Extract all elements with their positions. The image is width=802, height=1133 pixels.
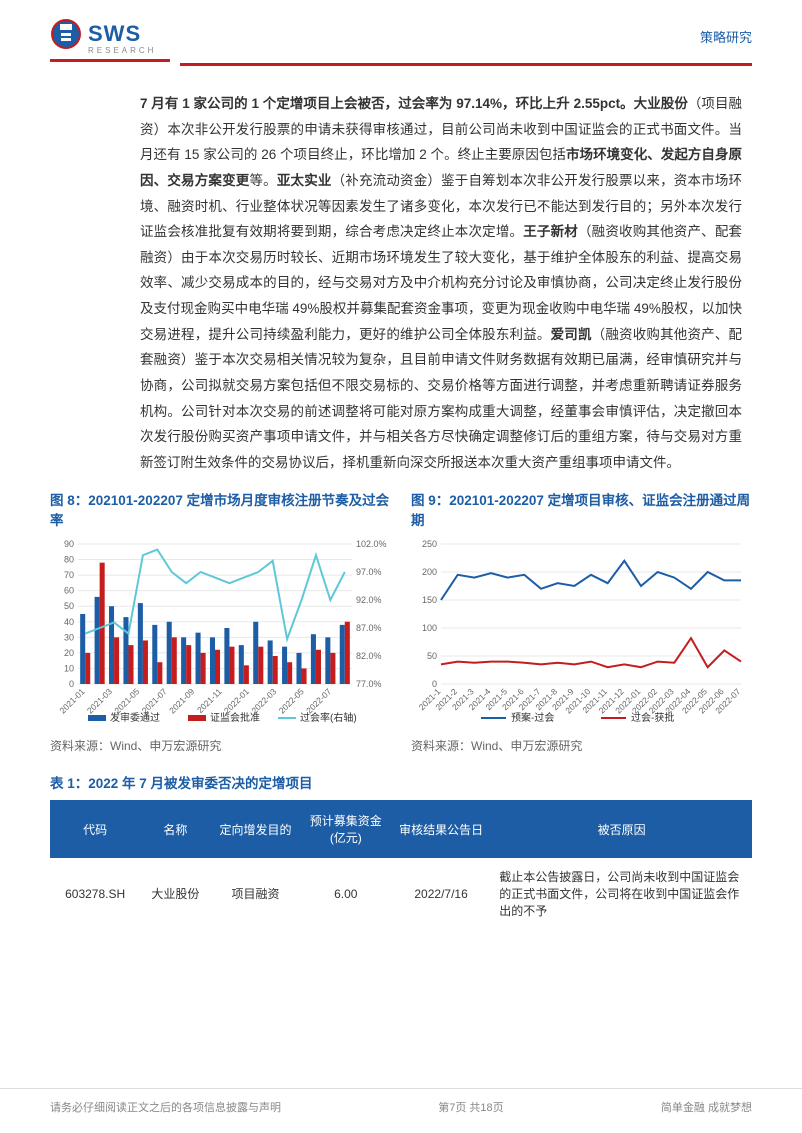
svg-text:50: 50 [427, 651, 437, 661]
table-header: 被否原因 [491, 800, 752, 858]
svg-text:2021-03: 2021-03 [85, 686, 114, 715]
table-wrap: 代码名称定向增发目的预计募集资金(亿元)审核结果公告日被否原因603278.SH… [0, 800, 802, 929]
svg-text:250: 250 [422, 539, 437, 549]
logo-block: SWS RESEARCH [50, 18, 156, 55]
page-header: SWS RESEARCH 策略研究 [0, 0, 802, 63]
body-paragraph: 7 月有 1 家公司的 1 个定增项目上会被否，过会率为 97.14%，环比上升… [0, 66, 802, 486]
footer-right: 简单金融 成就梦想 [661, 1099, 752, 1115]
accent-line-left [50, 59, 170, 62]
svg-text:92.0%: 92.0% [356, 595, 382, 605]
chart8-area: 0 10 20 30 40 50 60 70 80 90 77.0% 82.0% 87.0% 92.0% 9… [50, 539, 391, 729]
svg-text:200: 200 [422, 567, 437, 577]
charts-row: 图 8：202101-202207 定增市场月度审核注册节奏及过会率 0 10 20… [0, 486, 802, 755]
chart8-title: 图 8：202101-202207 定增市场月度审核注册节奏及过会率 [50, 491, 391, 532]
table-header: 定向增发目的 [210, 800, 300, 858]
svg-text:20: 20 [64, 648, 74, 658]
table-header: 审核结果公告日 [391, 800, 491, 858]
header-category: 策略研究 [700, 27, 752, 46]
table-cell: 大业股份 [140, 858, 210, 929]
rejected-table: 代码名称定向增发目的预计募集资金(亿元)审核结果公告日被否原因603278.SH… [50, 800, 752, 929]
svg-text:82.0%: 82.0% [356, 651, 382, 661]
svg-text:60: 60 [64, 586, 74, 596]
table-row: 603278.SH大业股份项目融资6.002022/7/16截止本公告披露日，公… [50, 858, 752, 929]
svg-text:10: 10 [64, 664, 74, 674]
chart9-source: 资料来源：Wind、申万宏源研究 [411, 737, 752, 754]
svg-text:150: 150 [422, 595, 437, 605]
svg-text:2022-05: 2022-05 [277, 686, 306, 715]
chart9-column: 图 9：202101-202207 定增项目审核、证监会注册通过周期 05010… [411, 491, 752, 755]
page-footer: 请务必仔细阅读正文之后的各项信息披露与声明 第7页 共18页 简单金融 成就梦想 [0, 1088, 802, 1115]
table-header: 名称 [140, 800, 210, 858]
chart9-area: 0501001502002502021-12021-22021-32021-42… [411, 539, 752, 729]
svg-text:2021-07: 2021-07 [140, 686, 169, 715]
chart9-title: 图 9：202101-202207 定增项目审核、证监会注册通过周期 [411, 491, 752, 532]
svg-text:90: 90 [64, 539, 74, 549]
logo-text: SWS [88, 21, 141, 47]
table-header: 预计募集资金(亿元) [301, 800, 391, 858]
svg-text:77.0%: 77.0% [356, 679, 382, 689]
chart8-column: 图 8：202101-202207 定增市场月度审核注册节奏及过会率 0 10 20… [50, 491, 391, 755]
svg-text:80: 80 [64, 555, 74, 565]
svg-text:40: 40 [64, 617, 74, 627]
svg-text:30: 30 [64, 632, 74, 642]
svg-text:87.0%: 87.0% [356, 623, 382, 633]
svg-text:97.0%: 97.0% [356, 567, 382, 577]
table-cell: 截止本公告披露日，公司尚未收到中国证监会的正式书面文件，公司将在收到中国证监会作… [491, 858, 752, 929]
svg-text:102.0%: 102.0% [356, 539, 387, 549]
footer-left: 请务必仔细阅读正文之后的各项信息披露与声明 [50, 1099, 281, 1115]
svg-text:70: 70 [64, 570, 74, 580]
svg-text:0: 0 [69, 679, 74, 689]
chart8-source: 资料来源：Wind、申万宏源研究 [50, 737, 391, 754]
svg-text:证监会批准: 证监会批准 [210, 711, 260, 724]
table-header: 代码 [50, 800, 140, 858]
svg-text:2021-11: 2021-11 [195, 686, 224, 715]
svg-text:发审委通过: 发审委通过 [110, 711, 160, 724]
sws-logo-icon [50, 18, 82, 50]
svg-text:2021-01: 2021-01 [57, 686, 86, 715]
table-title: 表 1：2022 年 7 月被发审委否决的定增项目 [0, 754, 802, 800]
logo-subtitle: RESEARCH [88, 46, 156, 55]
svg-text:预案-过会: 预案-过会 [511, 711, 554, 724]
table-cell: 603278.SH [50, 858, 140, 929]
svg-text:2022-03: 2022-03 [249, 686, 278, 715]
table-cell: 项目融资 [210, 858, 300, 929]
table-cell: 6.00 [301, 858, 391, 929]
chart8-svg: 0 10 20 30 40 50 60 70 80 90 77.0% 82.0% 87.0% 92.0% 9… [50, 539, 390, 729]
chart9-svg: 0501001502002502021-12021-22021-32021-42… [411, 539, 751, 729]
svg-text:50: 50 [64, 601, 74, 611]
svg-text:过会-获批: 过会-获批 [631, 711, 674, 724]
svg-text:2022-01: 2022-01 [222, 686, 251, 715]
svg-text:100: 100 [422, 623, 437, 633]
svg-text:2021-09: 2021-09 [167, 686, 196, 715]
footer-center: 第7页 共18页 [438, 1099, 503, 1115]
svg-text:过会率(右轴): 过会率(右轴) [300, 711, 357, 724]
table-cell: 2022/7/16 [391, 858, 491, 929]
svg-text:2021-05: 2021-05 [112, 686, 141, 715]
svg-text:2022-07: 2022-07 [304, 686, 333, 715]
